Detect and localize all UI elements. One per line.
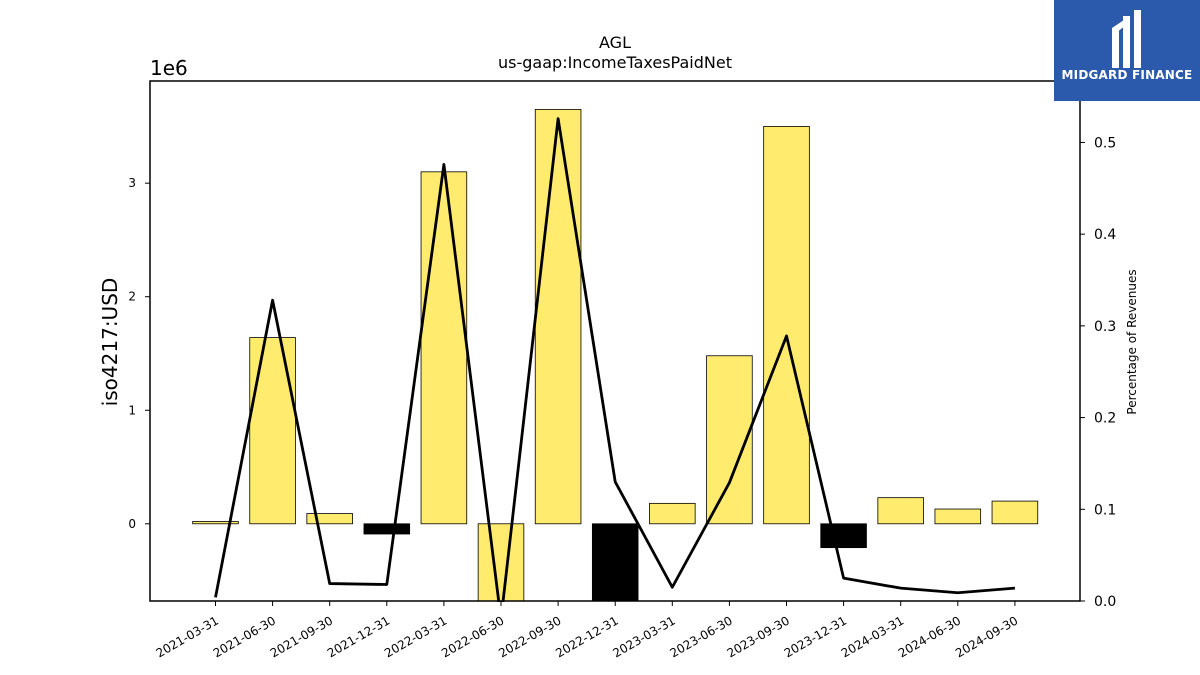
line-layer: [214, 117, 1016, 621]
bar: [934, 508, 982, 525]
y2-tick-label: 0.0: [1094, 594, 1116, 610]
plot-mask: [0, 602, 1050, 675]
y-offset-label: 1e6: [150, 56, 188, 80]
y2-tick-label: 0.4: [1094, 227, 1116, 243]
bar: [477, 523, 525, 602]
y-tick-label: 3: [128, 176, 136, 190]
y-axis-label: iso4217:USD: [98, 278, 122, 407]
bar: [649, 502, 696, 525]
bar: [192, 521, 239, 525]
percentage-line: [214, 117, 1016, 621]
bar: [991, 500, 1039, 525]
chart-subtitle: us-gaap:IncomeTaxesPaidNet: [498, 53, 732, 72]
brand-logo: MIDGARD FINANCE: [1054, 0, 1200, 101]
chart-title: AGL: [599, 33, 631, 52]
y2-tick-label: 0.5: [1094, 135, 1116, 151]
y2-axis-label: Percentage of Revenues: [1125, 269, 1139, 414]
bar: [363, 523, 411, 535]
bar: [249, 337, 296, 525]
bar: [306, 513, 353, 525]
y2-tick-label: 0.2: [1094, 411, 1116, 427]
logo-text: MIDGARD FINANCE: [1061, 68, 1193, 82]
bar: [877, 497, 924, 525]
bar: [763, 126, 810, 525]
y2-tick-label: 0.1: [1094, 502, 1116, 518]
y2-tick-label: 0.3: [1094, 319, 1116, 335]
bar: [534, 108, 582, 525]
bar: [820, 523, 867, 549]
y-tick-label: 0: [128, 517, 136, 531]
axes-layer: 01230.00.10.20.30.40.52021-03-312021-06-…: [0, 80, 1116, 675]
y-tick-label: 1: [128, 403, 136, 417]
bar: [591, 523, 639, 602]
y-tick-label: 2: [128, 290, 136, 304]
logo-mark-icon: [1112, 10, 1141, 68]
bar: [420, 171, 468, 525]
